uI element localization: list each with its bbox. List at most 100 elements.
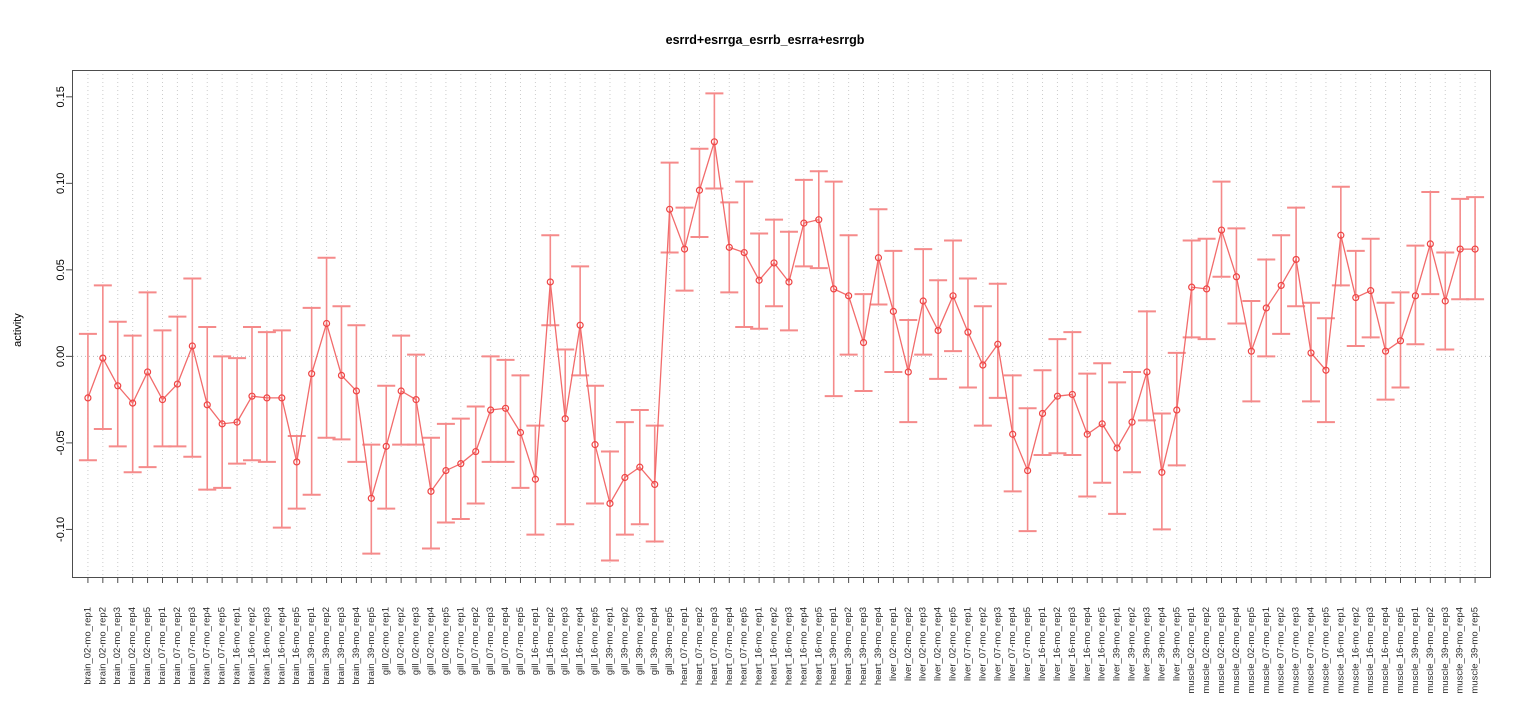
x-axis-tick-label: liver_07-mo_rep1: [962, 607, 973, 681]
x-axis-tick-label: liver_39-mo_rep4: [1156, 607, 1167, 681]
x-axis-tick-label: muscle_07-mo_rep4: [1306, 607, 1317, 694]
data-point: [636, 463, 644, 471]
data-point: [203, 401, 211, 409]
data-point: [129, 399, 137, 407]
data-point: [621, 473, 629, 482]
data-point: [1038, 409, 1047, 418]
data-point: [1202, 285, 1211, 293]
x-axis-tick-label: gill_07-mo_rep1: [455, 607, 466, 675]
data-point: [322, 319, 331, 328]
data-point: [233, 418, 241, 426]
data-point: [1471, 245, 1479, 253]
page-title: esrrd+esrrga_esrrb_esrra+esrrgb: [665, 33, 865, 47]
data-point: [382, 442, 390, 450]
data-point: [1083, 430, 1091, 438]
x-axis-tick-label: gill_02-mo_rep5: [440, 607, 451, 675]
x-axis-tick-label: gill_07-mo_rep5: [515, 607, 526, 675]
data-point: [1292, 255, 1300, 264]
plot-frame: [72, 70, 1491, 578]
data-point: [874, 254, 883, 262]
data-point: [1322, 366, 1330, 374]
x-axis-tick-label: brain_16-mo_rep2: [246, 607, 257, 685]
x-axis-tick-label: muscle_02-mo_rep4: [1231, 607, 1242, 694]
x-axis-tick-label: gill_39-mo_rep4: [649, 607, 660, 675]
data-point: [501, 404, 510, 412]
x-axis-tick-label: liver_02-mo_rep3: [918, 607, 929, 681]
x-axis-tick-label: heart_07-mo_rep3: [709, 607, 720, 685]
data-point: [1217, 226, 1226, 234]
data-point: [889, 307, 897, 315]
data-point: [1247, 347, 1255, 355]
x-axis-tick-label: gill_39-mo_rep2: [619, 607, 630, 675]
data-point: [397, 387, 405, 395]
data-point: [755, 276, 763, 284]
x-axis-tick-label: heart_16-mo_rep3: [783, 607, 794, 685]
x-axis-tick-label: heart_39-mo_rep3: [858, 607, 869, 685]
x-axis-tick-label: muscle_07-mo_rep2: [1276, 607, 1287, 694]
data-point: [680, 245, 689, 253]
x-axis-tick-label: brain_39-mo_rep4: [351, 607, 362, 685]
data-point: [1381, 347, 1390, 355]
data-point: [979, 361, 987, 369]
x-axis-tick-label: liver_16-mo_rep4: [1082, 607, 1093, 681]
data-point: [1367, 287, 1375, 295]
data-point: [1024, 466, 1032, 475]
x-axis-ticks: [87, 577, 1476, 583]
data-point: [84, 394, 92, 402]
data-point: [487, 406, 495, 414]
data-point: [248, 392, 256, 400]
series-line: [87, 141, 1476, 506]
x-axis-tick-label: muscle_07-mo_rep5: [1320, 607, 1331, 694]
x-axis-tick-label: liver_07-mo_rep5: [1022, 607, 1033, 681]
x-axis-tick-label: brain_02-mo_rep2: [97, 607, 108, 685]
x-axis-tick-label: gill_02-mo_rep1: [381, 607, 392, 675]
data-point: [695, 186, 704, 194]
data-point: [218, 420, 226, 428]
x-axis-tick-label: heart_16-mo_rep4: [798, 607, 809, 685]
x-axis-tick-label: liver_16-mo_rep5: [1097, 607, 1108, 681]
x-axis-tick-label: liver_02-mo_rep4: [933, 607, 944, 681]
data-point: [188, 342, 196, 350]
x-axis-tick-label: liver_16-mo_rep1: [1037, 607, 1048, 681]
data-point: [666, 205, 674, 213]
x-axis-tick-label: brain_07-mo_rep1: [157, 607, 168, 685]
data-point: [785, 278, 793, 286]
x-axis-tick-label: brain_07-mo_rep2: [172, 607, 183, 685]
data-point: [1277, 281, 1285, 290]
y-axis-ticks: 0.15 0.10 0.05 0.00 -0.05 -0.10: [55, 86, 73, 542]
data-point: [561, 415, 569, 423]
x-axis-tick-label: muscle_39-mo_rep4: [1455, 607, 1466, 694]
data-point: [457, 460, 465, 468]
data-point: [845, 292, 853, 300]
data-point: [278, 394, 286, 402]
data-point: [904, 368, 912, 376]
x-axis-tick-label: brain_02-mo_rep4: [127, 607, 138, 685]
data-point: [1113, 444, 1121, 452]
data-point: [1337, 231, 1345, 239]
data-point: [1396, 337, 1405, 345]
data-point: [1352, 293, 1360, 302]
x-axis-tick-label: gill_16-mo_rep5: [590, 607, 601, 675]
svg-text:0.00: 0.00: [55, 346, 67, 367]
data-point: [934, 326, 942, 335]
x-axis-tick-label: gill_07-mo_rep4: [500, 607, 511, 675]
data-point: [337, 371, 346, 380]
x-axis-tick-label: brain_16-mo_rep1: [232, 607, 243, 685]
x-axis-tick-label: brain_16-mo_rep4: [276, 607, 287, 685]
x-axis-tick-label: heart_07-mo_rep2: [694, 607, 705, 685]
x-axis-tick-label: heart_07-mo_rep5: [739, 607, 750, 685]
x-axis-tick-label: gill_02-mo_rep4: [425, 607, 436, 675]
data-point: [308, 370, 316, 378]
x-axis-tick-label: muscle_16-mo_rep2: [1350, 607, 1361, 694]
x-axis-tick-label: muscle_16-mo_rep4: [1380, 607, 1391, 694]
x-axis-tick-label: muscle_16-mo_rep3: [1365, 607, 1376, 694]
x-axis-tick-label: muscle_39-mo_rep3: [1440, 607, 1451, 694]
data-point: [263, 394, 271, 402]
x-axis-tick-label: liver_39-mo_rep5: [1171, 607, 1182, 681]
x-axis-tick-label: muscle_02-mo_rep3: [1216, 607, 1227, 694]
data-point: [1441, 297, 1449, 305]
data-point: [173, 380, 182, 388]
x-axis-tick-label: brain_07-mo_rep3: [187, 607, 198, 685]
x-axis-tick-label: gill_07-mo_rep3: [485, 607, 496, 675]
